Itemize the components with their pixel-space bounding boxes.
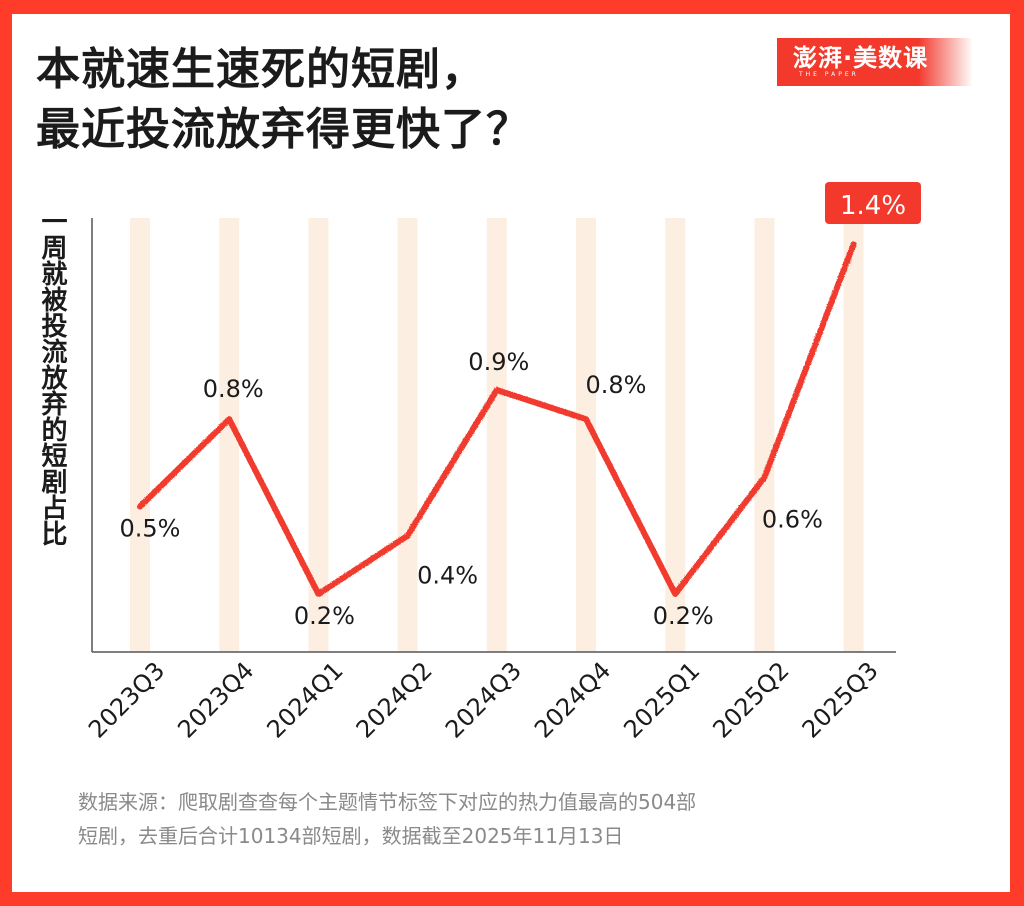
data-labels: 0.5% 0.8% 0.2% 0.4% 0.9% 0.8% 0.2% 0.6% xyxy=(120,348,823,630)
x-tick-label: 2024Q1 xyxy=(261,656,348,743)
x-tick-label: 2025Q1 xyxy=(618,656,705,743)
data-label: 0.4% xyxy=(417,562,478,590)
chart-title: 本就速生速死的短剧， 最近投流放弃得更快了？ xyxy=(36,40,531,160)
logo-text: 澎湃·美数课 xyxy=(793,44,929,72)
source-line-1: 数据来源：爬取剧查查每个主题情节标签下对应的热力值最高的504部 xyxy=(78,790,697,814)
x-tick-label: 2025Q2 xyxy=(707,656,794,743)
data-label: 0.8% xyxy=(203,375,264,403)
column-band xyxy=(219,218,240,652)
x-tick-label: 2025Q3 xyxy=(797,656,884,743)
x-axis-ticks: 2023Q3 2023Q4 2024Q1 2024Q2 2024Q3 2024Q4 2025… xyxy=(83,656,884,743)
column-band xyxy=(576,218,596,652)
data-label: 0.5% xyxy=(120,515,181,543)
publisher-logo: 澎湃·美数课 THE PAPER xyxy=(777,38,973,86)
x-tick-label: 2023Q4 xyxy=(172,656,259,743)
source-line-2: 短剧，去重后合计10134部短剧，数据截至2025年11月13日 xyxy=(78,824,624,848)
x-tick-label: 2023Q3 xyxy=(83,656,170,743)
column-band xyxy=(308,218,329,652)
data-label: 0.9% xyxy=(468,348,529,376)
title-line-2: 最近投流放弃得更快了？ xyxy=(36,104,531,155)
column-bands xyxy=(130,218,864,652)
x-tick-label: 2024Q4 xyxy=(529,656,616,743)
x-tick-label: 2024Q2 xyxy=(351,656,438,743)
column-band xyxy=(665,218,686,652)
highlight-badge-bg xyxy=(825,182,921,224)
column-band xyxy=(130,218,150,652)
data-label: 0.2% xyxy=(653,602,714,630)
data-label: 0.8% xyxy=(586,371,647,399)
highlight-badge-label: 1.4% xyxy=(840,191,906,221)
column-band xyxy=(397,218,418,652)
title-line-1: 本就速生速死的短剧， xyxy=(36,44,486,95)
y-axis-label: 一周就被投流放弃的短剧占比 xyxy=(37,208,67,546)
data-label: 0.2% xyxy=(294,602,355,630)
column-band xyxy=(843,218,864,652)
series-line xyxy=(137,241,857,597)
column-band xyxy=(754,218,775,652)
column-band xyxy=(486,218,507,652)
highlight-badge: 1.4% xyxy=(825,182,921,224)
x-tick-label: 2024Q3 xyxy=(440,656,527,743)
source-note: 数据来源：爬取剧查查每个主题情节标签下对应的热力值最高的504部 短剧，去重后合… xyxy=(78,785,938,853)
data-label: 0.6% xyxy=(762,505,823,533)
logo-subtext: THE PAPER xyxy=(799,71,859,78)
